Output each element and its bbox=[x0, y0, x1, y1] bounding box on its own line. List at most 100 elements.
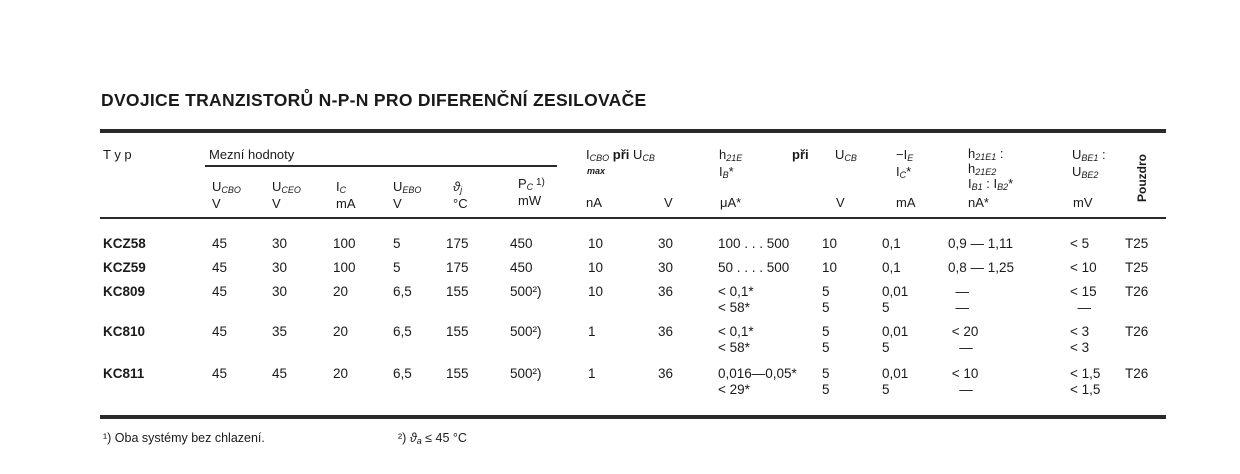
header-ie-unit: mA bbox=[896, 195, 916, 210]
cell-pouzdro: T26 bbox=[1125, 366, 1149, 381]
cell-ucbo: 45 bbox=[212, 284, 228, 299]
cell-pouzdro: T26 bbox=[1125, 324, 1149, 339]
header-pc: PC 1) mW bbox=[518, 176, 545, 208]
header-icbo-unit: nA bbox=[586, 195, 602, 210]
cell-pc: 450 bbox=[510, 236, 533, 251]
cell-typ: KC810 bbox=[103, 324, 146, 339]
cell-uebo: 6,5 bbox=[393, 366, 412, 381]
cell-ic: 20 bbox=[333, 366, 349, 381]
cell-typ: KCZ58 bbox=[103, 236, 146, 251]
bottom-rule bbox=[100, 415, 1166, 419]
cell-ic: 100 bbox=[333, 260, 356, 275]
cell-h21e: 0,016—0,05* < 29* bbox=[718, 366, 797, 397]
cell-ube: < 5 bbox=[1070, 236, 1090, 251]
cell-pouzdro: T25 bbox=[1125, 260, 1149, 275]
cell-tj: 155 bbox=[446, 284, 469, 299]
cell-uceo: 45 bbox=[272, 366, 288, 381]
header-h21e-unit: μA* bbox=[720, 195, 742, 210]
cell-uceo: 35 bbox=[272, 324, 288, 339]
cell-tj: 155 bbox=[446, 366, 469, 381]
header-tj: ϑj °C bbox=[453, 179, 468, 211]
cell-typ: KC809 bbox=[103, 284, 146, 299]
cell-h21e: 50 . . . . 500 bbox=[718, 260, 790, 275]
cell-h21e-ratio: < 20 — bbox=[951, 324, 979, 355]
cell-ucb2: 5 5 bbox=[822, 324, 830, 355]
cell-ube: < 15 — bbox=[1070, 284, 1097, 315]
cell-uebo: 5 bbox=[393, 236, 401, 251]
top-rule bbox=[100, 129, 1166, 133]
cell-h21e-ratio: < 10 — bbox=[951, 366, 979, 397]
header-uebo: UEBO V bbox=[393, 179, 422, 211]
header-h21e-ratio: h21E1 : h21E2 IB1 : IB2* bbox=[968, 146, 1014, 192]
cell-ube: < 10 bbox=[1070, 260, 1097, 275]
cell-tj: 175 bbox=[446, 260, 469, 275]
cell-uceo: 30 bbox=[272, 260, 288, 275]
cell-uceo: 30 bbox=[272, 236, 288, 251]
cell-icbo: 1 bbox=[588, 366, 596, 381]
cell-uebo: 6,5 bbox=[393, 284, 412, 299]
cell-ucb2: 10 bbox=[822, 260, 838, 275]
header-ube-unit: mV bbox=[1073, 195, 1093, 210]
page-title: DVOJICE TRANZISTORŮ N-P-N PRO DIFERENČNÍ… bbox=[101, 90, 647, 110]
cell-uebo: 6,5 bbox=[393, 324, 412, 339]
header-ie: −IE IC* bbox=[896, 147, 914, 180]
cell-uceo: 30 bbox=[272, 284, 288, 299]
header-icbo: ICBO při UCB bbox=[586, 147, 655, 163]
cell-icbo: 1 bbox=[588, 324, 596, 339]
header-pouzdro: Pouzdro bbox=[1135, 154, 1149, 202]
cell-ucbo: 45 bbox=[212, 324, 228, 339]
header-ube: UBE1 : UBE2 bbox=[1072, 147, 1106, 180]
cell-ie: 0,1 bbox=[882, 236, 901, 251]
header-icbo-max: max bbox=[587, 166, 606, 176]
cell-typ: KCZ59 bbox=[103, 260, 146, 275]
cell-ucbo: 45 bbox=[212, 366, 228, 381]
cell-ic: 20 bbox=[333, 324, 349, 339]
cell-pouzdro: T26 bbox=[1125, 284, 1149, 299]
header-ucbo: UCBO V bbox=[212, 179, 241, 211]
cell-tj: 155 bbox=[446, 324, 469, 339]
cell-h21e: < 0,1* < 58* bbox=[718, 284, 754, 315]
cell-icbo: 10 bbox=[588, 284, 604, 299]
cell-uebo: 5 bbox=[393, 260, 401, 275]
header-uceo: UCEO V bbox=[272, 179, 301, 211]
header-h21e: h21E IB* bbox=[719, 147, 743, 180]
cell-tj: 175 bbox=[446, 236, 469, 251]
cell-ucb: 30 bbox=[658, 260, 674, 275]
cell-ic: 20 bbox=[333, 284, 349, 299]
footnote-1: ¹) Oba systémy bez chlazení. bbox=[103, 431, 265, 445]
cell-icbo: 10 bbox=[588, 236, 604, 251]
header-h21e-pri: při bbox=[792, 147, 809, 162]
cell-ie: 0,01 5 bbox=[882, 284, 909, 315]
cell-ic: 100 bbox=[333, 236, 356, 251]
cell-ucbo: 45 bbox=[212, 260, 228, 275]
cell-ie: 0,01 5 bbox=[882, 324, 909, 355]
header-ucb-unit: V bbox=[664, 195, 673, 210]
cell-typ: KC811 bbox=[103, 366, 145, 381]
cell-ie: 0,01 5 bbox=[882, 366, 909, 397]
cell-ucb: 36 bbox=[658, 324, 674, 339]
header-ucb2-unit: V bbox=[836, 195, 845, 210]
header-typ: T y p bbox=[103, 147, 132, 162]
cell-h21e: 100 . . . 500 bbox=[718, 236, 790, 251]
cell-pc: 500²) bbox=[510, 366, 542, 381]
header-ic: IC mA bbox=[336, 179, 356, 211]
cell-ucb: 36 bbox=[658, 366, 674, 381]
cell-pouzdro: T25 bbox=[1125, 236, 1149, 251]
header-ucb: UCB bbox=[835, 147, 857, 163]
footnote-2: ²) ϑa ≤ 45 °C bbox=[398, 431, 467, 446]
cell-h21e-ratio: 0,8 — 1,25 bbox=[948, 260, 1015, 275]
cell-pc: 500²) bbox=[510, 284, 542, 299]
cell-ube: < 1,5 < 1,5 bbox=[1070, 366, 1101, 397]
cell-ucb2: 10 bbox=[822, 236, 838, 251]
cell-ucbo: 45 bbox=[212, 236, 228, 251]
header-rule bbox=[100, 217, 1166, 219]
mezni-subrule bbox=[205, 165, 557, 167]
cell-ucb2: 5 5 bbox=[822, 366, 830, 397]
cell-ube: < 3 < 3 bbox=[1070, 324, 1090, 355]
cell-h21e: < 0,1* < 58* bbox=[718, 324, 754, 355]
cell-h21e-ratio: 0,9 — 1,11 bbox=[948, 236, 1014, 251]
cell-ucb: 36 bbox=[658, 284, 674, 299]
cell-h21e-ratio: — — bbox=[955, 284, 970, 315]
cell-pc: 500²) bbox=[510, 324, 542, 339]
cell-ucb2: 5 5 bbox=[822, 284, 830, 315]
